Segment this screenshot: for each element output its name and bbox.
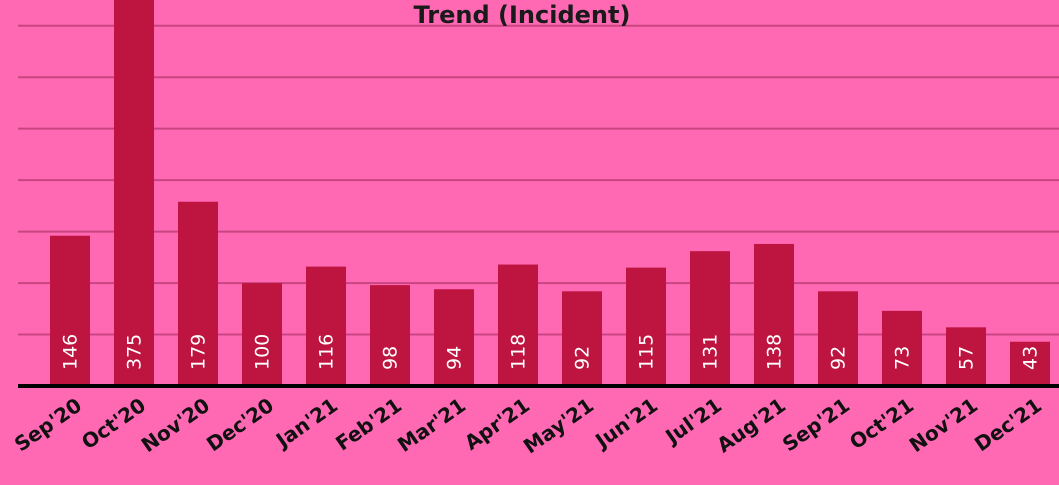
- bar: [562, 291, 602, 386]
- bar: [434, 289, 474, 386]
- value-label: 116: [316, 334, 338, 370]
- value-label: 57: [956, 346, 978, 370]
- bar: [946, 327, 986, 386]
- bar: [114, 0, 154, 386]
- value-label: 131: [700, 334, 722, 370]
- value-label: 100: [252, 334, 274, 370]
- bar: [370, 285, 410, 386]
- bar: [626, 267, 666, 386]
- value-label: 138: [764, 334, 786, 370]
- bar: [306, 266, 346, 386]
- value-label: 179: [188, 334, 210, 370]
- bar: [178, 201, 218, 386]
- bar: [50, 235, 90, 386]
- value-label: 92: [572, 346, 594, 370]
- bar: [690, 251, 730, 386]
- bar: [882, 310, 922, 386]
- value-label: 92: [828, 346, 850, 370]
- bar: [498, 264, 538, 386]
- value-label: 94: [444, 346, 466, 370]
- bar: [818, 291, 858, 386]
- value-label: 43: [1020, 346, 1042, 370]
- value-label: 375: [124, 334, 146, 370]
- bar: [242, 283, 282, 386]
- value-label: 146: [60, 334, 82, 370]
- value-label: 115: [636, 334, 658, 370]
- value-label: 118: [508, 334, 530, 370]
- bar: [754, 243, 794, 386]
- bar: [1010, 341, 1050, 386]
- value-label: 98: [380, 346, 402, 370]
- value-label: 73: [892, 346, 914, 370]
- chart-title: Trend (Incident): [414, 1, 631, 29]
